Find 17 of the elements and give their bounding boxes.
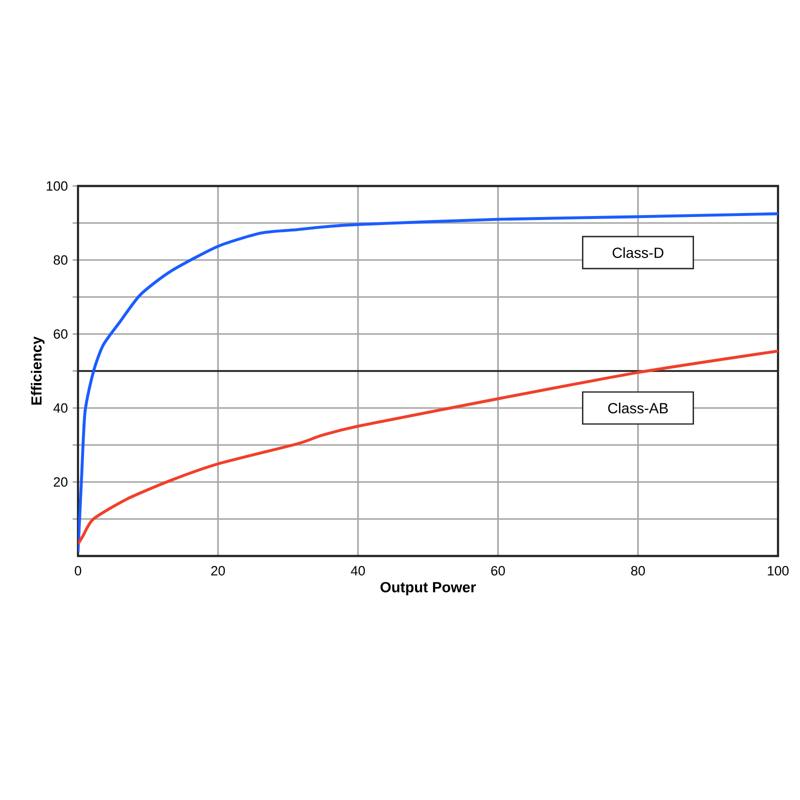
x-tick-label: 100 (768, 566, 789, 576)
x-tick-label: 60 (491, 566, 505, 576)
x-tick-label: 40 (350, 566, 365, 576)
x-axis-title: Output Power (380, 582, 476, 596)
y-tick-label: 80 (54, 255, 68, 265)
line-series (78, 350, 778, 546)
text: Class-D (612, 247, 664, 258)
x-tick-label: 80 (631, 566, 645, 576)
x-tick-label: 0 (74, 566, 82, 576)
x-tick-label: 20 (211, 566, 225, 576)
y-tick-label: 100 (46, 181, 68, 191)
y-tick-label: 20 (54, 477, 68, 487)
y-axis-title: Efficiency (30, 336, 45, 405)
y-tick-label: 60 (54, 329, 68, 339)
y-tick-label: 40 (53, 403, 68, 413)
series-label: Class-AB (608, 402, 668, 414)
line-series (78, 212, 778, 554)
